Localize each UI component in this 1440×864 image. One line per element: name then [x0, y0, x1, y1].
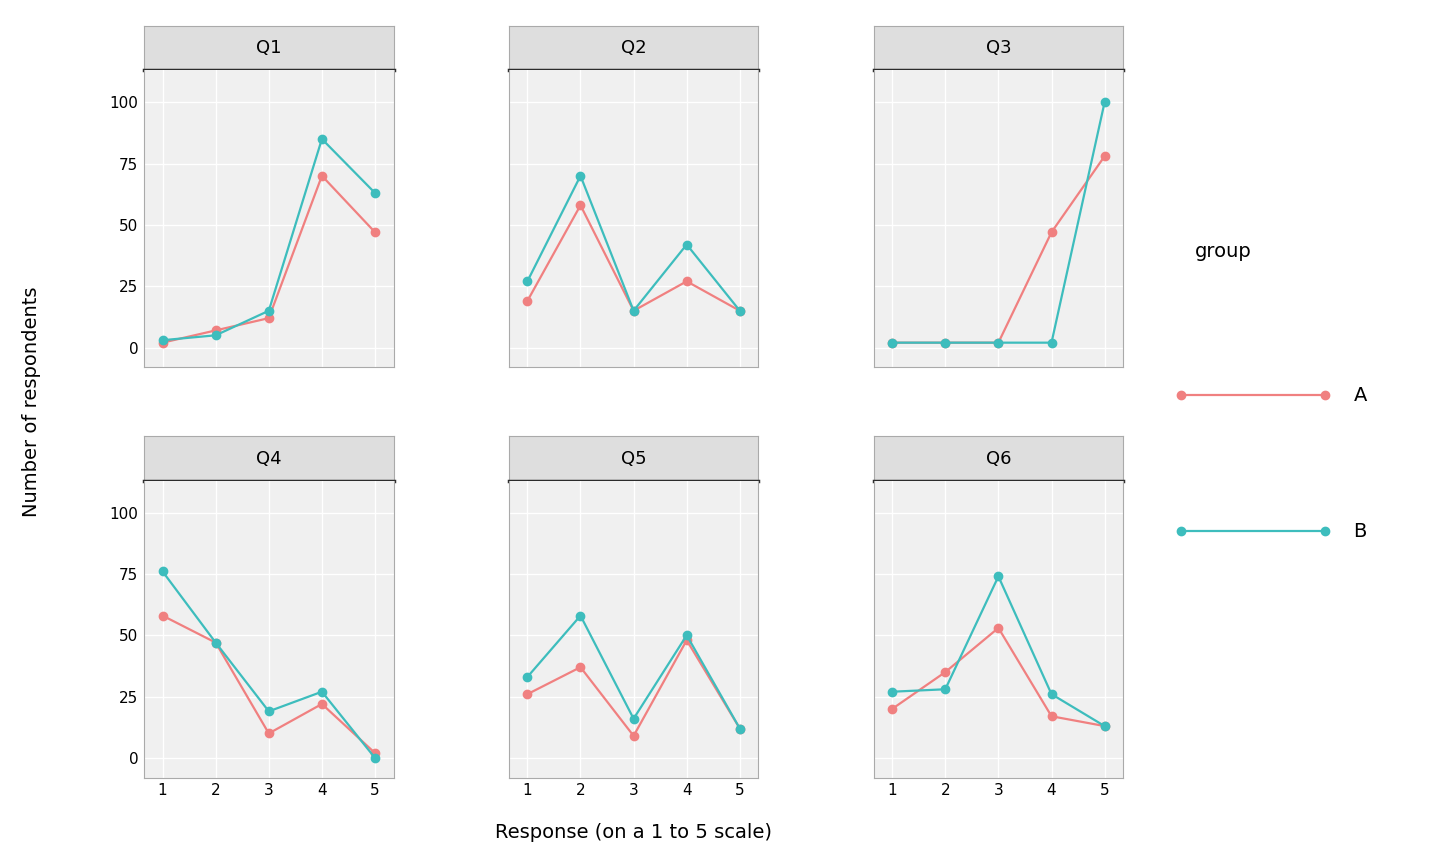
Text: Q4: Q4 [256, 449, 282, 467]
Text: group: group [1195, 242, 1251, 261]
Text: Q3: Q3 [985, 39, 1011, 57]
Text: Q5: Q5 [621, 449, 647, 467]
Text: Q6: Q6 [985, 449, 1011, 467]
Text: Number of respondents: Number of respondents [22, 287, 40, 517]
Text: A: A [1354, 386, 1367, 404]
Text: Response (on a 1 to 5 scale): Response (on a 1 to 5 scale) [495, 823, 772, 842]
Text: Q2: Q2 [621, 39, 647, 57]
Text: Q1: Q1 [256, 39, 282, 57]
Text: B: B [1354, 522, 1367, 541]
